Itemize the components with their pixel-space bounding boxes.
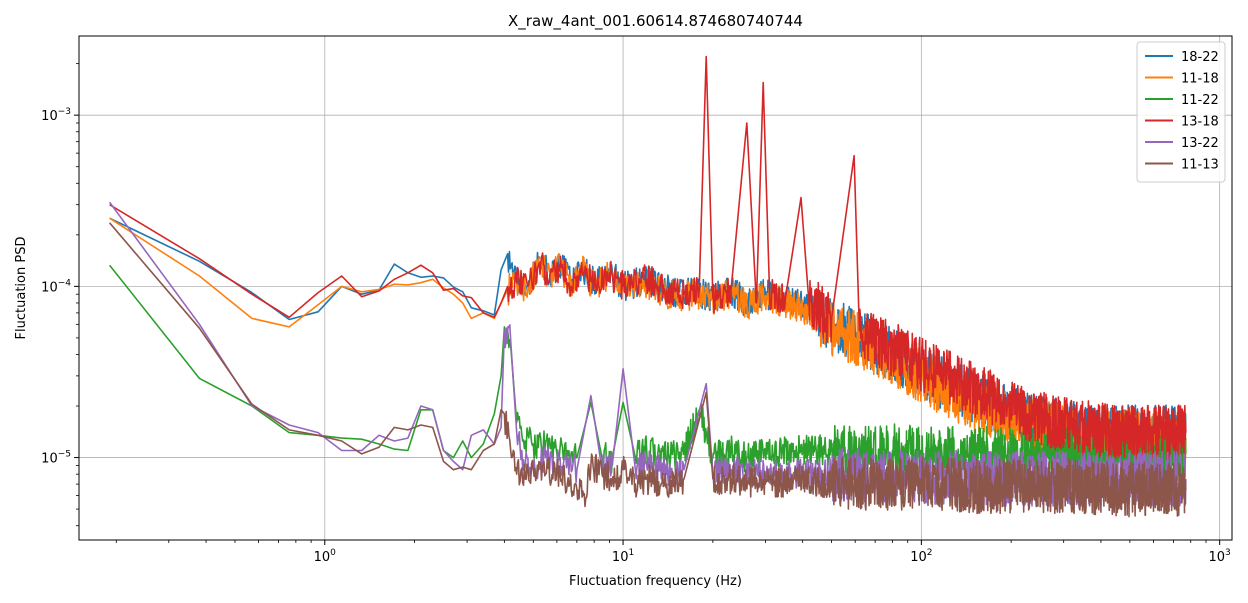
x-tick-label: 102 xyxy=(910,548,932,565)
y-tick-label: 10−4 xyxy=(41,278,71,295)
series-lines xyxy=(108,55,1187,518)
y-tick-label: 10−5 xyxy=(41,450,71,467)
legend-label: 11-18 xyxy=(1181,72,1219,87)
legend: 18-22 11-18 11-22 13-18 13-22 11-13 xyxy=(1136,41,1226,183)
x-tick-label: 100 xyxy=(314,548,337,565)
series-line-11-13 xyxy=(108,222,1187,518)
plot-frame xyxy=(78,35,1233,541)
y-axis-ticks: 10−5 10−4 10−3 xyxy=(41,63,79,527)
y-tick-label: 10−3 xyxy=(41,107,71,124)
x-tick-label: 101 xyxy=(612,548,634,565)
legend-label: 13-18 xyxy=(1181,115,1219,130)
x-axis-ticks: 100 101 102 103 xyxy=(115,540,1231,565)
legend-label: 13-22 xyxy=(1181,136,1219,151)
y-axis-title: Fluctuation PSD xyxy=(14,237,29,340)
x-axis-title: Fluctuation frequency (Hz) xyxy=(569,574,742,589)
x-tick-label: 103 xyxy=(1209,548,1231,565)
legend-label: 11-13 xyxy=(1181,158,1219,173)
legend-label: 18-22 xyxy=(1181,50,1219,65)
legend-label: 11-22 xyxy=(1181,93,1219,108)
chart-title: X_raw_4ant_001.60614.874680740744 xyxy=(508,12,803,31)
series-line-13-18 xyxy=(109,55,1187,461)
